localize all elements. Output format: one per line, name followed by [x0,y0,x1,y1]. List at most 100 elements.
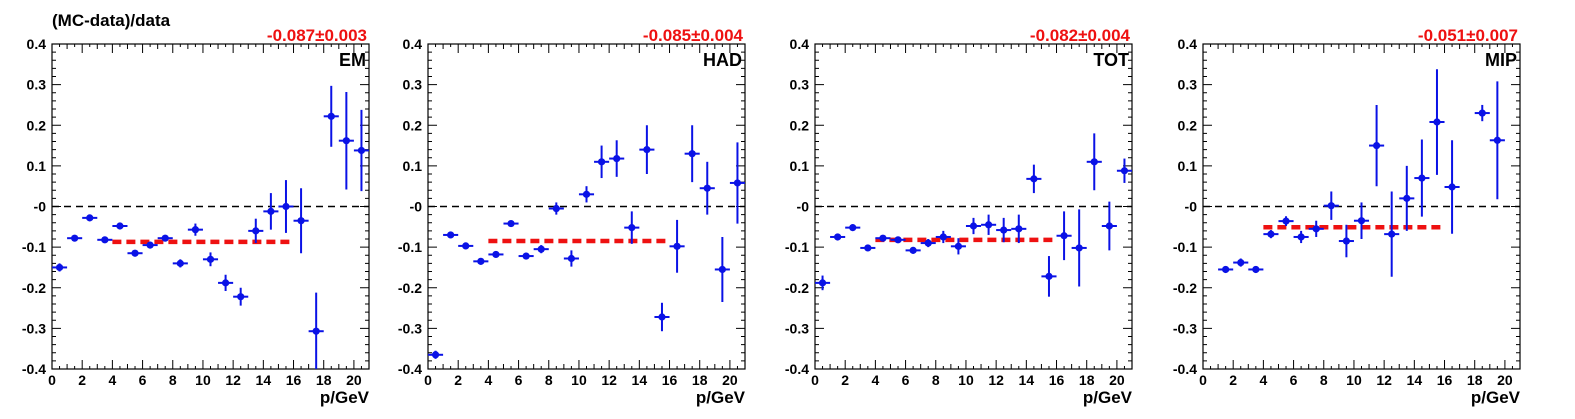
data-point [548,202,564,215]
data-marker [924,239,932,247]
data-point [905,246,921,254]
x-tick-label: 10 [1346,372,1362,388]
data-point [353,109,369,192]
data-marker [312,327,320,335]
data-marker [1403,194,1411,202]
panel-em: 0 2 4 6 8 10 12 14 16 18 20 -0.4 -0.3 -0.2 -0.1 -0 0.1 0.… [22,26,370,407]
y-tick-label: -0.3 [398,320,422,336]
x-tick-label: 6 [139,372,147,388]
data-marker [849,224,857,232]
data-point [965,217,982,235]
x-tick-label: 8 [545,372,553,388]
data-marker [537,245,545,253]
panel-tot: 0 2 4 6 8 10 12 14 16 18 20 -0.4 -0.3 -0.2 -0.1 -0 0.1 0.… [785,26,1133,407]
data-marker [282,202,290,211]
data-point [1086,133,1102,191]
data-marker [1267,230,1275,238]
data-marker [1045,272,1053,280]
y-tick-label: -0.2 [1173,280,1197,296]
x-tick-label: 14 [632,372,648,388]
data-marker [1433,118,1441,126]
y-tick-label: 0.3 [790,77,810,93]
y-tick-label: -0.2 [398,280,422,296]
data-point [533,245,549,254]
x-tick-label: 10 [958,372,974,388]
data-marker [86,214,94,222]
data-point [1116,158,1132,183]
data-point [890,236,906,244]
data-marker [267,207,275,215]
data-marker [613,154,621,163]
x-tick-label: 12 [1376,372,1392,388]
data-marker [834,233,842,241]
x-tick-label: 14 [256,372,272,388]
data-marker [1237,258,1245,267]
y-tick-label: 0.2 [790,117,810,133]
data-marker [206,255,215,263]
data-point [1308,220,1324,237]
data-point [127,249,143,257]
data-point [202,252,219,267]
x-tick-label: 0 [424,372,432,388]
fit-result-label: -0.051±0.007 [1418,26,1518,45]
x-tick-label: 4 [484,372,492,388]
data-marker [327,112,335,120]
data-marker [718,265,726,274]
x-tick-label: 12 [225,372,241,388]
y-tick-label: -0.1 [1173,239,1197,255]
data-marker [1493,136,1501,144]
data-marker [703,184,711,192]
y-axis-title: (MC-data)/data [52,11,171,30]
data-marker [1030,175,1038,183]
y-tick-label: 0.1 [1178,158,1198,174]
y-tick-label: -0 [797,199,810,215]
data-marker [1297,233,1305,241]
data-point [1233,258,1249,267]
y-tick-label: 0.3 [1178,77,1198,93]
data-marker [658,313,666,321]
y-tick-label: -0.1 [398,239,422,255]
data-marker [462,242,470,250]
panel-had: 0 2 4 6 8 10 12 14 16 18 20 -0.4 -0.3 -0.2 -0.1 -0 0.1 0.… [398,26,746,407]
data-marker [477,257,485,265]
data-point [669,219,685,273]
x-axis-label: p/GeV [696,388,746,407]
data-point [97,236,113,244]
panel-mip: 0 2 4 6 8 10 12 14 16 18 20 -0.4 -0.3 -0.2 -0.1 -0 0.1 0.… [1173,26,1521,407]
x-tick-label: 8 [1320,372,1328,388]
data-marker [342,137,350,145]
y-tick-label: -0 [34,199,47,215]
data-marker [237,293,245,301]
data-marker [1357,217,1366,225]
data-point [1041,256,1057,297]
data-point [563,250,579,267]
data-point [473,257,489,265]
data-point [950,238,966,255]
x-tick-label: 8 [169,372,177,388]
y-tick-label: -0.4 [785,361,809,377]
data-point [1323,191,1339,220]
data-marker [116,222,124,230]
data-point [52,263,68,272]
data-point [338,91,354,190]
y-tick-label: -0.3 [22,320,46,336]
x-tick-label: 10 [195,372,211,388]
x-tick-label: 16 [1437,372,1453,388]
x-tick-label: 18 [1079,372,1095,388]
data-point [1011,214,1027,244]
y-tick-label: 0.4 [27,36,47,52]
x-tick-label: 18 [1467,372,1483,388]
data-marker [252,227,260,235]
panel-label: HAD [703,50,742,70]
data-marker [191,226,200,234]
data-point [1338,224,1354,258]
data-marker [879,234,887,242]
y-tick-label: -0.4 [398,361,422,377]
data-point [1369,104,1385,187]
x-tick-label: 16 [286,372,302,388]
data-point [624,211,640,244]
y-tick-label: -0.3 [1173,320,1197,336]
data-marker [507,219,515,228]
fit-result-label: -0.085±0.004 [643,26,744,45]
